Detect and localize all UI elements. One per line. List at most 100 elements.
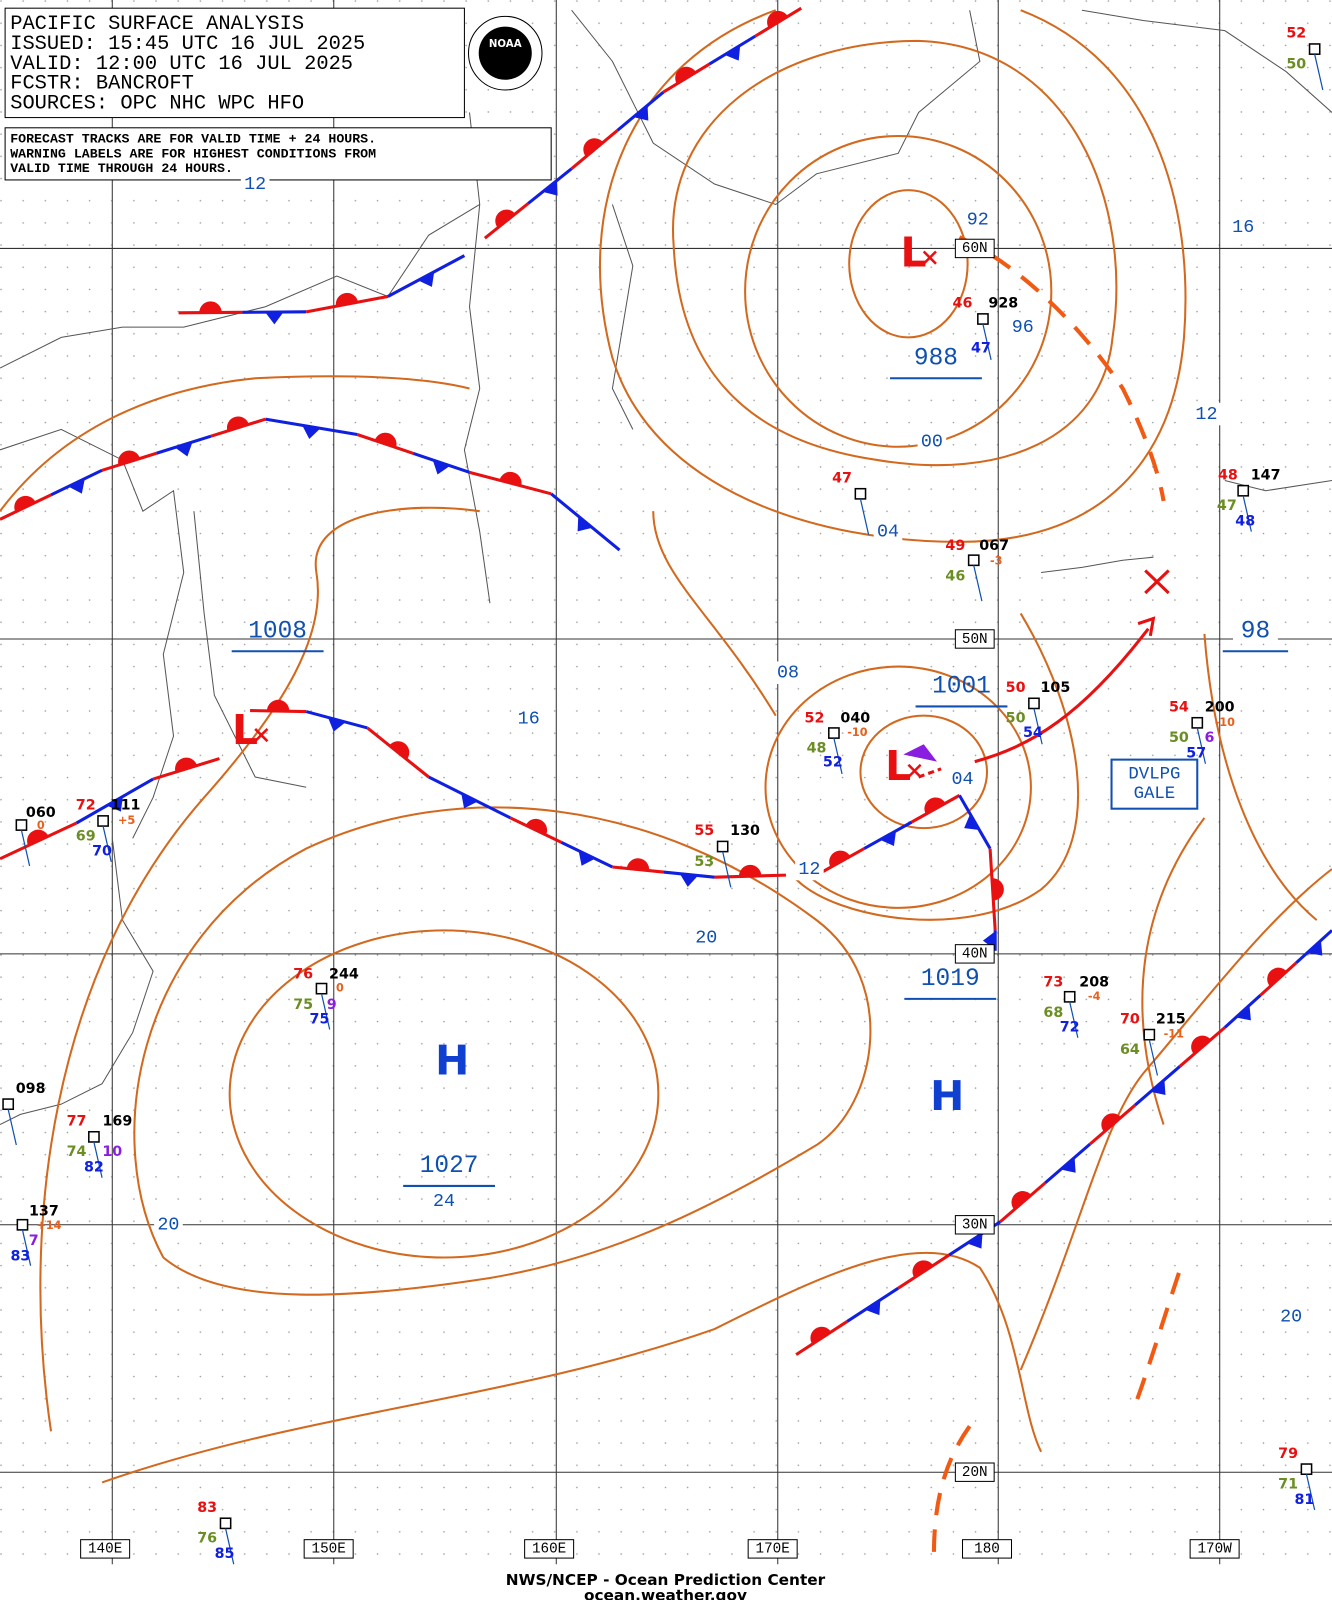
station-value: 52	[805, 711, 825, 727]
isobars	[0, 9, 1332, 1484]
isobar-label: 08	[777, 663, 799, 684]
fronts	[0, 6, 1332, 1356]
front-segment	[754, 6, 803, 38]
station-marker	[1237, 484, 1250, 497]
isobar-label-bg	[1192, 402, 1221, 426]
station-value: 928	[988, 296, 1018, 312]
station-value: 060	[26, 805, 56, 821]
station-value: 6	[1205, 730, 1215, 746]
lon-label: 180	[974, 1542, 1000, 1558]
wind-barb	[722, 851, 732, 888]
cold-front-symbol	[1060, 1157, 1076, 1173]
cold-front-symbol	[967, 1233, 983, 1249]
station-marker	[1028, 697, 1040, 710]
isobar-label: 16	[518, 709, 540, 730]
lon-label: 150E	[312, 1542, 346, 1558]
cold-front-symbol	[265, 312, 284, 325]
station-marker	[1308, 43, 1321, 55]
station-value: -10	[1215, 716, 1235, 729]
lon-label-box	[80, 1539, 131, 1559]
station-value: 50	[1169, 730, 1189, 746]
station-value: 57	[1186, 745, 1206, 761]
station-marker	[1300, 1463, 1313, 1476]
lon-label: 170W	[1197, 1542, 1232, 1558]
isobar-label: 20	[695, 927, 717, 948]
isobar-label: 98	[1241, 618, 1270, 645]
station-value: 50	[1286, 56, 1306, 72]
isobar-label-bg	[773, 661, 803, 684]
warm-front-symbol	[810, 1326, 832, 1345]
warm-front-symbol	[495, 209, 516, 228]
station-marker	[315, 982, 328, 995]
lat-label: 50N	[962, 632, 988, 648]
warm-front-symbol	[1011, 1191, 1032, 1210]
wind-barb	[93, 1141, 103, 1178]
station-marker	[88, 1130, 100, 1143]
station-value: 50	[1006, 711, 1026, 727]
lat-label: 60N	[962, 241, 988, 257]
station-value: 71	[1278, 1476, 1298, 1492]
cold-front-symbol	[1235, 1005, 1251, 1021]
station-marker	[828, 727, 840, 739]
isobar-label-bg	[154, 1213, 183, 1237]
cold-front-symbol	[432, 459, 451, 475]
isobar-label-bg	[514, 707, 544, 730]
front-segment	[1295, 929, 1332, 964]
station-value: 72	[76, 798, 96, 814]
warm-front-symbol	[924, 797, 946, 815]
isobar-label-bg	[240, 172, 270, 196]
warm-front-symbol	[991, 878, 1004, 901]
warm-front-symbol	[175, 757, 198, 773]
station-value: -11	[1164, 1028, 1184, 1041]
station-value: 111	[111, 798, 141, 814]
station-marker	[967, 554, 980, 567]
isobar-label-bg	[1008, 315, 1038, 339]
lat-label: 40N	[962, 947, 988, 963]
station-value: 79	[1278, 1446, 1298, 1462]
station-value: 83	[10, 1248, 30, 1264]
isobar-label: 20	[157, 1215, 179, 1236]
note-line: WARNING LABELS ARE FOR HIGHEST CONDITION…	[10, 146, 376, 161]
lon-label: 160E	[532, 1542, 566, 1558]
front-segment	[366, 726, 430, 779]
header-line: VALID: 12:00 UTC 16 JUL 2025	[10, 53, 353, 76]
station-value: 47	[1217, 498, 1237, 514]
station-value: +14	[36, 1219, 61, 1232]
warning-label: GALE	[1134, 785, 1176, 804]
station-value: 70	[92, 844, 112, 860]
isobar-label-bg	[873, 520, 903, 543]
cold-front-symbol	[68, 478, 85, 494]
header-line: FCSTR: BANCROFT	[10, 73, 194, 96]
note-line: VALID TIME THROUGH 24 HOURS.	[10, 161, 233, 176]
dot-grid	[0, 0, 1332, 1565]
front-segment	[1223, 993, 1262, 1029]
station-value: 169	[102, 1114, 132, 1130]
station-marker	[15, 819, 28, 831]
wind-barb	[833, 738, 843, 775]
wind-barb	[20, 830, 31, 867]
wind-barb	[320, 993, 331, 1030]
station-value: 54	[1023, 725, 1043, 741]
station-value: 147	[1251, 467, 1281, 483]
front-segment	[570, 129, 619, 170]
station-value: 137	[29, 1203, 59, 1219]
cold-front-symbol	[1150, 1079, 1166, 1096]
warm-front-symbol	[1267, 967, 1287, 987]
station-value: 200	[1205, 699, 1235, 715]
lon-label-box	[747, 1539, 798, 1559]
warm-front-symbol	[226, 416, 249, 432]
header-line: ISSUED: 15:45 UTC 16 JUL 2025	[10, 33, 365, 56]
isobar-label-bg	[948, 767, 977, 791]
isobar-label: 04	[877, 521, 899, 542]
cold-front-symbol	[679, 873, 699, 887]
front-segment	[1178, 1026, 1226, 1068]
low-symbol: L	[885, 742, 911, 790]
lon-label-box	[524, 1539, 575, 1559]
station-value: 215	[1156, 1011, 1186, 1027]
isobar-label: 12	[1195, 404, 1217, 425]
low-center-mark	[922, 250, 937, 265]
cold-front-symbol	[724, 45, 741, 61]
isobar-label: 20	[1280, 1307, 1302, 1328]
cold-front-symbol	[418, 271, 435, 287]
wind-barb	[102, 825, 112, 862]
